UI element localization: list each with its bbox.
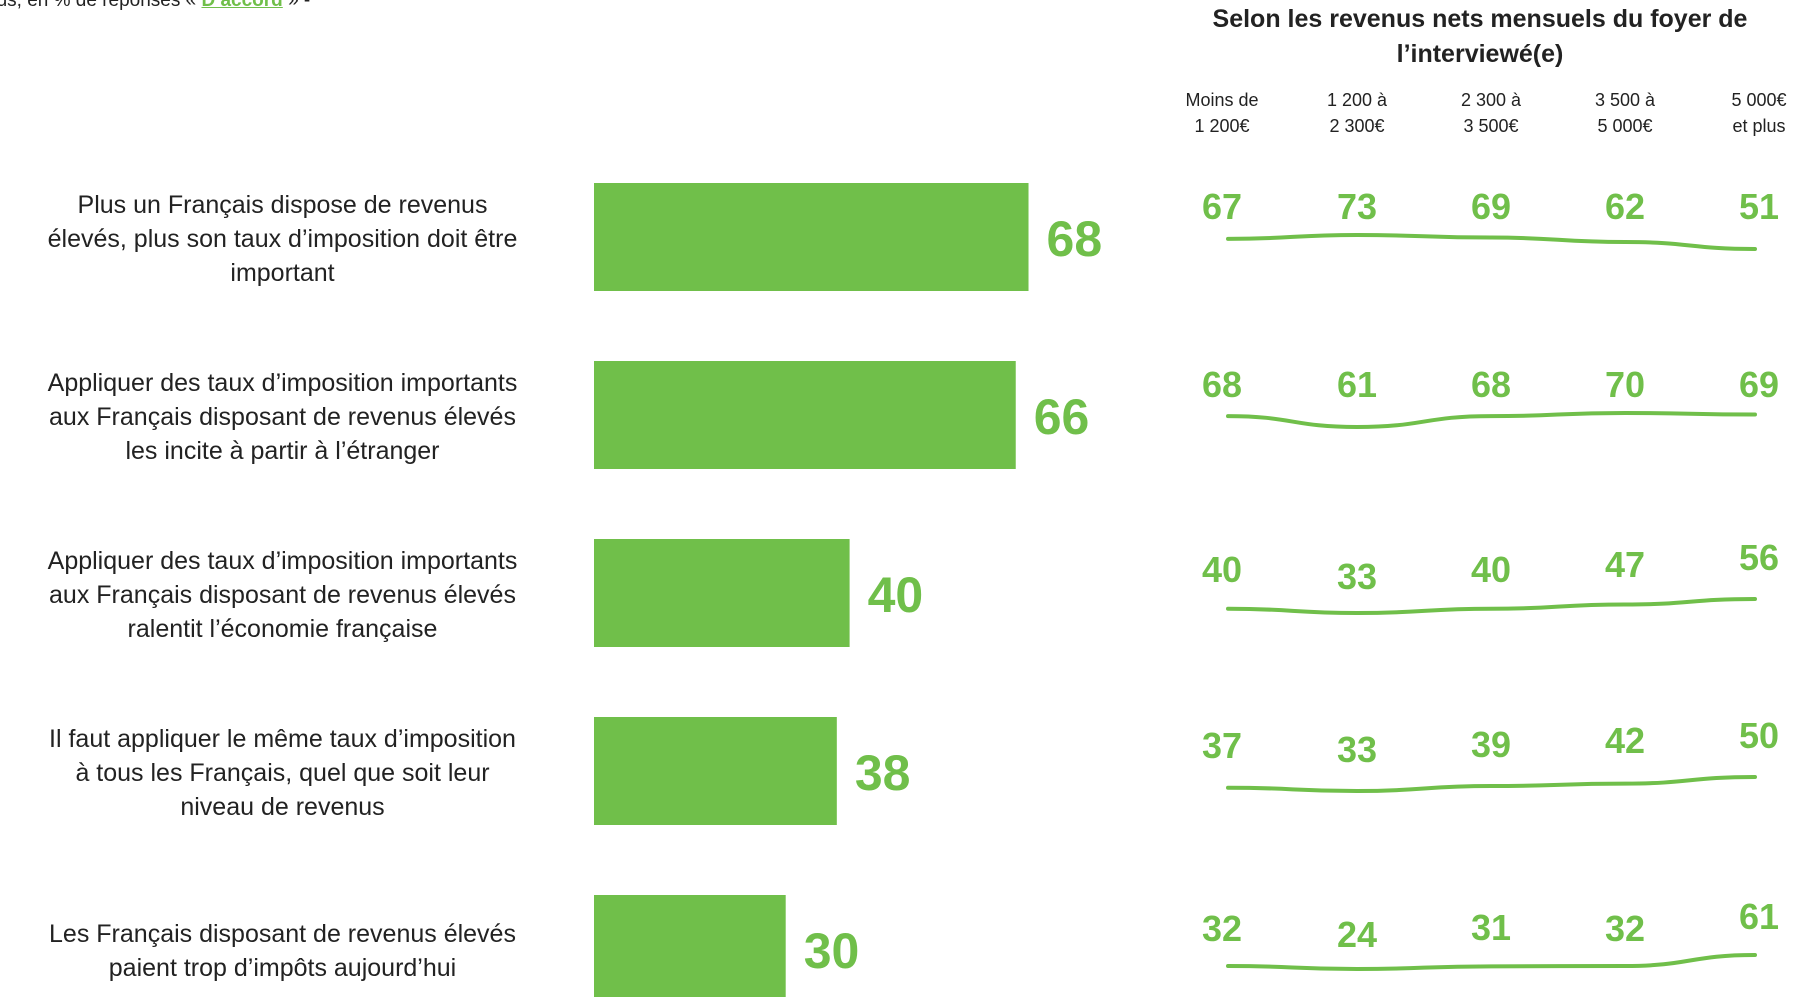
statement-label-line: Plus un Français dispose de revenus — [77, 191, 488, 219]
statement-label-line: Appliquer des taux d’imposition importan… — [47, 369, 518, 397]
column-header-line: 5 000€ — [1597, 116, 1653, 136]
statement-label-line: Les Français disposant de revenus élevés — [49, 920, 516, 948]
breakdown-value: 61 — [1739, 896, 1779, 937]
column-header-line: 3 500 à — [1594, 90, 1656, 110]
statement-label-line: ralentit l’économie française — [127, 615, 438, 643]
breakdown-title: Selon les revenus nets mensuels du foyer… — [1212, 5, 1748, 68]
column-header-line: 2 300 à — [1460, 90, 1522, 110]
trend-line — [1226, 232, 1757, 251]
trend-line — [1226, 597, 1757, 616]
breakdown-value: 70 — [1605, 364, 1645, 405]
statement-label: Appliquer des taux d’imposition importan… — [0, 544, 565, 646]
statement-label-line: niveau de revenus — [180, 793, 385, 821]
breakdown-value: 67 — [1202, 186, 1242, 227]
income-column-header: 1 200 à 2 300€ — [1297, 87, 1417, 139]
breakdown-value: 68 — [1202, 364, 1242, 405]
statement-label-line: Appliquer des taux d’imposition importan… — [47, 547, 518, 575]
breakdown-value: 37 — [1202, 725, 1242, 766]
statement-label-line: à tous les Français, quel que soit leur — [75, 759, 490, 787]
breakdown-value: 24 — [1337, 914, 1377, 955]
breakdown-value: 69 — [1739, 364, 1779, 405]
column-header-line: 1 200€ — [1194, 116, 1250, 136]
statement-label: Les Français disposant de revenus élevés… — [0, 917, 565, 985]
breakdown-value: 68 — [1471, 364, 1511, 405]
breakdown-value: 62 — [1605, 186, 1645, 227]
statement-label: Appliquer des taux d’imposition importan… — [0, 366, 565, 468]
bar-value-label: 68 — [1047, 211, 1103, 267]
bar-value-label: 30 — [804, 923, 860, 979]
breakdown-value: 69 — [1471, 186, 1511, 227]
statement-label-line: élevés, plus son taux d’imposition doit … — [47, 225, 518, 253]
statement-label-line: Il faut appliquer le même taux d’imposit… — [49, 725, 516, 753]
bar — [594, 183, 1029, 291]
bar-value-label: 40 — [868, 567, 924, 623]
breakdown-value: 56 — [1739, 537, 1779, 578]
bar — [594, 539, 850, 647]
income-column-header: Moins de 1 200€ — [1162, 87, 1282, 139]
statement-label-line: important — [230, 259, 335, 287]
bar-value-label: 66 — [1034, 389, 1090, 445]
bar — [594, 361, 1016, 469]
chart-subtitle: ous, en % de réponses « D’accord » - — [0, 0, 310, 12]
column-header-line: 2 300€ — [1329, 116, 1385, 136]
income-column-header: 2 300 à 3 500€ — [1431, 87, 1551, 139]
trend-line — [1226, 953, 1757, 972]
column-header-line: 5 000€ — [1731, 90, 1787, 110]
income-column-header: 3 500 à 5 000€ — [1565, 87, 1685, 139]
column-header-line: et plus — [1732, 116, 1786, 136]
breakdown-value: 73 — [1337, 186, 1377, 227]
breakdown-value: 32 — [1605, 908, 1645, 949]
statement-label-line: les incite à partir à l’étranger — [125, 437, 440, 465]
breakdown-value: 39 — [1471, 724, 1511, 765]
column-header-line: Moins de — [1185, 90, 1259, 110]
breakdown-value: 61 — [1337, 364, 1377, 405]
statement-label: Plus un Français dispose de revenus élevé… — [0, 188, 565, 290]
bar-value-label: 38 — [855, 745, 911, 801]
bar — [594, 895, 786, 997]
income-column-header: 5 000€ et plus — [1699, 87, 1796, 139]
trend-line — [1226, 775, 1757, 794]
breakdown-value: 31 — [1471, 907, 1511, 948]
breakdown-value: 42 — [1605, 720, 1645, 761]
breakdown-value: 50 — [1739, 715, 1779, 756]
breakdown-value: 32 — [1202, 908, 1242, 949]
breakdown-value: 47 — [1605, 544, 1645, 585]
subtitle-accent: D’accord — [201, 0, 283, 11]
breakdown-value: 40 — [1202, 549, 1242, 590]
column-header-line: 3 500€ — [1463, 116, 1519, 136]
breakdown-value: 51 — [1739, 186, 1779, 227]
subtitle-suffix: » - — [282, 0, 311, 11]
column-header-line: 1 200 à — [1326, 90, 1388, 110]
trend-line — [1226, 410, 1757, 430]
statement-label-line: aux Français disposant de revenus élevés — [49, 403, 516, 431]
breakdown-value: 33 — [1337, 556, 1377, 597]
statement-label-line: aux Français disposant de revenus élevés — [49, 581, 516, 609]
statement-label: Il faut appliquer le même taux d’imposit… — [0, 722, 565, 824]
breakdown-value: 33 — [1337, 729, 1377, 770]
subtitle-prefix: ous, en % de réponses « — [0, 0, 202, 11]
statement-label-line: paient trop d’impôts aujourd’hui — [108, 954, 457, 982]
bar — [594, 717, 837, 825]
breakdown-value: 40 — [1471, 549, 1511, 590]
